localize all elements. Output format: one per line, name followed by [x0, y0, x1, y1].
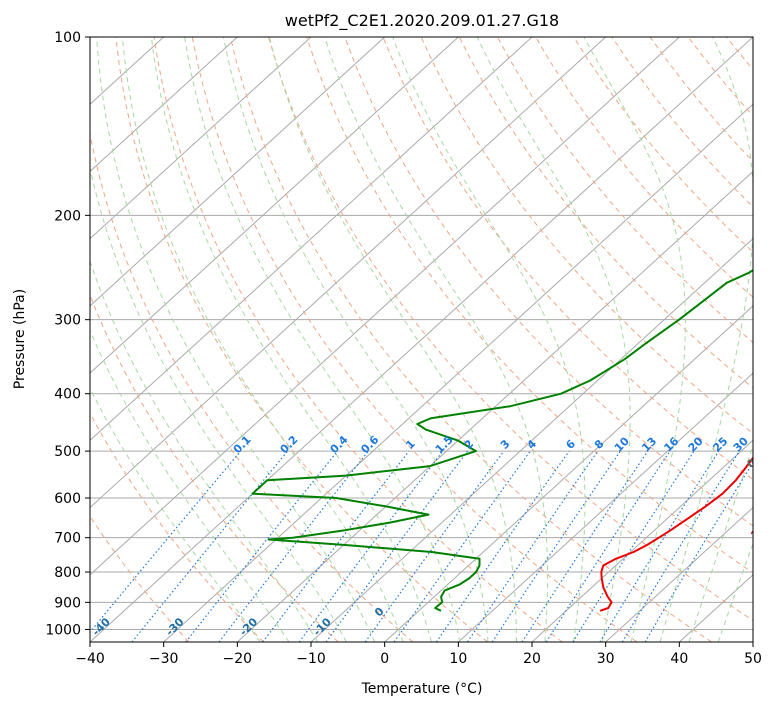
- mixing-ratio-line: [621, 450, 740, 642]
- x-tick-label: −10: [296, 651, 326, 667]
- y-tick-label: 900: [54, 595, 81, 611]
- mixing-ratio-line: [545, 450, 671, 642]
- isotherm-line: [531, 439, 753, 642]
- y-tick-label: 1000: [45, 622, 81, 638]
- mixing-ratio-line: [185, 450, 339, 642]
- isotherm-line: [90, 37, 386, 307]
- isotherm-line: [90, 37, 680, 576]
- dry-adiabat-line: [458, 37, 753, 389]
- y-axis-label: Pressure (hPa): [12, 289, 28, 389]
- mixing-ratio-line: [298, 450, 444, 642]
- chart-title: wetPf2_C2E1.2020.209.01.27.G18: [285, 11, 559, 31]
- y-tick-label: 100: [54, 30, 81, 46]
- moist-adiabat-line: [96, 37, 376, 642]
- moist-adiabat-line: [324, 37, 549, 642]
- y-tick-label: 500: [54, 444, 81, 460]
- mixing-ratio-line: [435, 450, 570, 642]
- x-tick-label: 10: [449, 651, 467, 667]
- dry-adiabat-line: [496, 37, 753, 344]
- moist-adiabat-line: [268, 37, 517, 642]
- plot-frame: [89, 36, 754, 643]
- mixing-ratio-line: [325, 450, 468, 642]
- moist-adiabat-line: [150, 37, 432, 642]
- dry-adiabat-line: [268, 37, 753, 622]
- mixing-ratio-line: [131, 450, 289, 642]
- moist-adiabat-line: [90, 165, 347, 642]
- moist-adiabat-line: [184, 37, 461, 642]
- x-tick-label: −20: [223, 651, 253, 667]
- y-tick-label: 300: [54, 313, 81, 329]
- isotherm-line: [605, 506, 753, 642]
- dry-adiabat-line: [344, 37, 753, 527]
- isotherm-line: [163, 103, 753, 642]
- mixing-ratio-line: [466, 450, 599, 642]
- x-tick-label: 50: [744, 651, 762, 667]
- x-tick-label: 20: [523, 651, 541, 667]
- isotherm-line: [90, 37, 459, 374]
- dry-adiabat-line: [191, 37, 638, 642]
- y-tick-label: 700: [54, 531, 81, 547]
- mixing-ratio-label: 36: [752, 434, 772, 454]
- moist-adiabat-line: [90, 387, 261, 642]
- x-tick-label: −40: [75, 651, 105, 667]
- isotherm-line: [90, 37, 312, 240]
- axis-ticks: −40 −30 −20 −10 0 10 20 30 40 5010009008007006005…: [45, 30, 762, 667]
- dry-adiabat-line: [306, 37, 753, 574]
- isotherm-line: [310, 237, 753, 642]
- y-tick-label: 600: [54, 491, 81, 507]
- moist-adiabat-line: [476, 37, 631, 642]
- dry-adiabat-line: [115, 37, 488, 642]
- dewpoint-trace: [251, 269, 753, 612]
- isotherm-line: [90, 37, 753, 642]
- isotherm-line: [384, 305, 753, 642]
- x-tick-label: 40: [670, 651, 688, 667]
- moist-adiabat-label: 20: [748, 521, 768, 541]
- dry-adiabat-line: [90, 293, 339, 642]
- sounding-traces: [251, 269, 753, 612]
- isotherm-line: [90, 37, 607, 509]
- mixing-ratio-line: [521, 450, 649, 642]
- moist-adiabat-line: [688, 444, 753, 642]
- x-tick-label: 0: [380, 651, 389, 667]
- moist-adiabat-line: [121, 37, 404, 642]
- dry-adiabat-line: [229, 37, 712, 642]
- moist-adiabat-line: [90, 259, 319, 642]
- isotherm-line: [457, 372, 753, 642]
- dry-adiabat-line: [153, 37, 563, 642]
- y-tick-label: 400: [54, 387, 81, 403]
- dry-adiabat-line: [90, 412, 264, 642]
- dry-adiabat-line: [90, 515, 190, 642]
- moist-adiabat-line: [392, 37, 586, 642]
- mixing-ratio-line: [364, 450, 505, 642]
- moist-adiabat-line: [659, 37, 753, 642]
- mixing-ratio-line: [572, 450, 695, 642]
- y-tick-label: 800: [54, 565, 81, 581]
- mixing-ratio-line: [491, 450, 621, 642]
- temperature-trace: [599, 456, 753, 612]
- moist-adiabat-label: 10: [751, 485, 771, 505]
- moist-adiabat-label: 0: [744, 456, 759, 471]
- isotherm-line: [90, 37, 533, 442]
- x-tick-label: 30: [597, 651, 615, 667]
- mixing-ratio-line: [262, 450, 410, 642]
- x-axis-label: Temperature (°C): [361, 681, 483, 697]
- x-tick-label: −30: [149, 651, 179, 667]
- mixing-ratio-line: [90, 450, 242, 633]
- mixing-ratio-line: [393, 450, 531, 642]
- isotherm-line: [90, 37, 238, 173]
- moist-adiabat-line: [90, 328, 290, 642]
- isotherm-line: [236, 170, 753, 642]
- y-tick-label: 200: [54, 208, 81, 224]
